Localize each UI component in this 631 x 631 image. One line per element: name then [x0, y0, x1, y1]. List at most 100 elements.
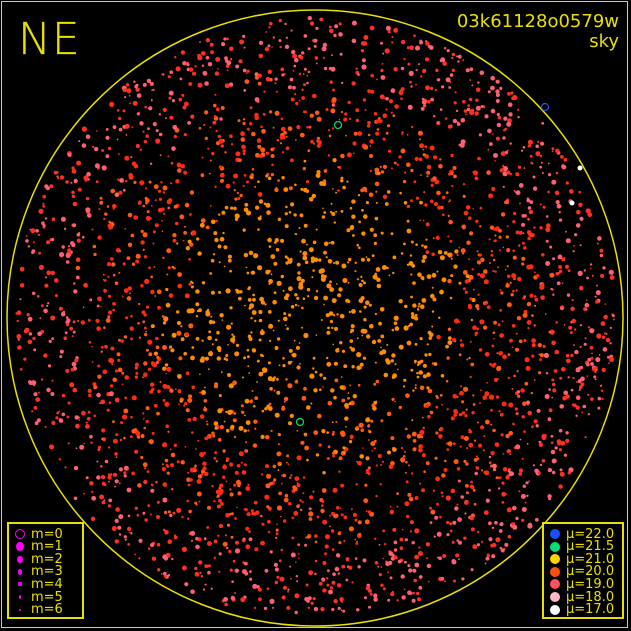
star — [265, 151, 269, 155]
star — [227, 258, 232, 263]
star — [231, 333, 234, 336]
star — [502, 354, 507, 360]
star — [276, 390, 281, 395]
star — [517, 165, 522, 169]
star — [46, 304, 49, 307]
star — [406, 134, 409, 136]
star — [575, 395, 581, 401]
star — [244, 561, 248, 566]
star — [152, 122, 157, 127]
star — [412, 439, 417, 443]
star — [453, 174, 457, 179]
star — [94, 146, 99, 152]
star — [303, 83, 306, 87]
star — [232, 380, 238, 386]
star — [391, 353, 396, 358]
star — [430, 509, 436, 515]
star — [443, 468, 448, 472]
star — [182, 61, 187, 66]
star — [551, 150, 554, 153]
star — [129, 326, 134, 331]
star — [50, 392, 55, 396]
star — [292, 69, 295, 72]
star — [360, 296, 365, 301]
magnitude-symbol-icon — [9, 555, 31, 563]
star — [449, 529, 453, 533]
star — [499, 522, 504, 527]
star — [303, 332, 309, 339]
star — [287, 588, 290, 591]
star — [109, 384, 114, 388]
star — [467, 104, 470, 107]
star — [75, 257, 81, 263]
star — [472, 488, 476, 492]
star — [268, 323, 274, 329]
star — [410, 199, 413, 203]
star — [107, 475, 112, 480]
star — [303, 34, 308, 38]
star — [373, 233, 378, 238]
star — [369, 324, 374, 329]
star — [33, 392, 38, 397]
star — [463, 436, 469, 441]
star — [313, 388, 318, 393]
star — [447, 336, 452, 340]
star — [327, 326, 330, 330]
star — [409, 45, 415, 50]
star — [345, 557, 350, 562]
star — [90, 441, 93, 444]
star — [456, 467, 461, 471]
star — [348, 526, 354, 532]
star — [361, 279, 364, 283]
star — [403, 58, 406, 61]
star — [118, 153, 120, 155]
star — [217, 534, 220, 537]
star — [44, 217, 48, 220]
star — [492, 331, 496, 335]
star — [322, 471, 326, 475]
star — [331, 97, 337, 103]
star — [362, 356, 367, 360]
star — [525, 365, 531, 371]
star — [545, 261, 551, 266]
star — [338, 287, 343, 292]
star — [425, 222, 430, 227]
star — [498, 529, 503, 533]
star — [130, 532, 133, 535]
star — [73, 496, 78, 501]
star — [426, 164, 432, 170]
star — [42, 194, 46, 199]
star — [438, 556, 442, 560]
star — [212, 472, 216, 476]
star — [138, 557, 141, 560]
star — [242, 118, 246, 121]
star — [51, 379, 54, 382]
star — [59, 349, 64, 354]
star — [417, 551, 423, 556]
star — [596, 284, 598, 287]
star — [315, 334, 318, 336]
star — [255, 205, 260, 210]
star — [73, 289, 78, 294]
star — [545, 215, 549, 218]
star — [173, 134, 177, 139]
star — [547, 494, 552, 499]
star — [457, 60, 460, 63]
star — [433, 535, 436, 538]
star — [382, 164, 387, 169]
star — [495, 89, 500, 94]
star — [315, 173, 321, 179]
star — [213, 114, 217, 118]
star — [318, 258, 322, 262]
star — [191, 431, 194, 434]
star — [435, 405, 439, 409]
star — [162, 528, 166, 532]
star — [228, 82, 234, 87]
star — [449, 239, 453, 243]
star — [312, 597, 316, 601]
star — [437, 250, 443, 255]
star — [75, 275, 80, 280]
star — [383, 372, 389, 378]
star — [466, 240, 471, 245]
star — [307, 596, 312, 601]
